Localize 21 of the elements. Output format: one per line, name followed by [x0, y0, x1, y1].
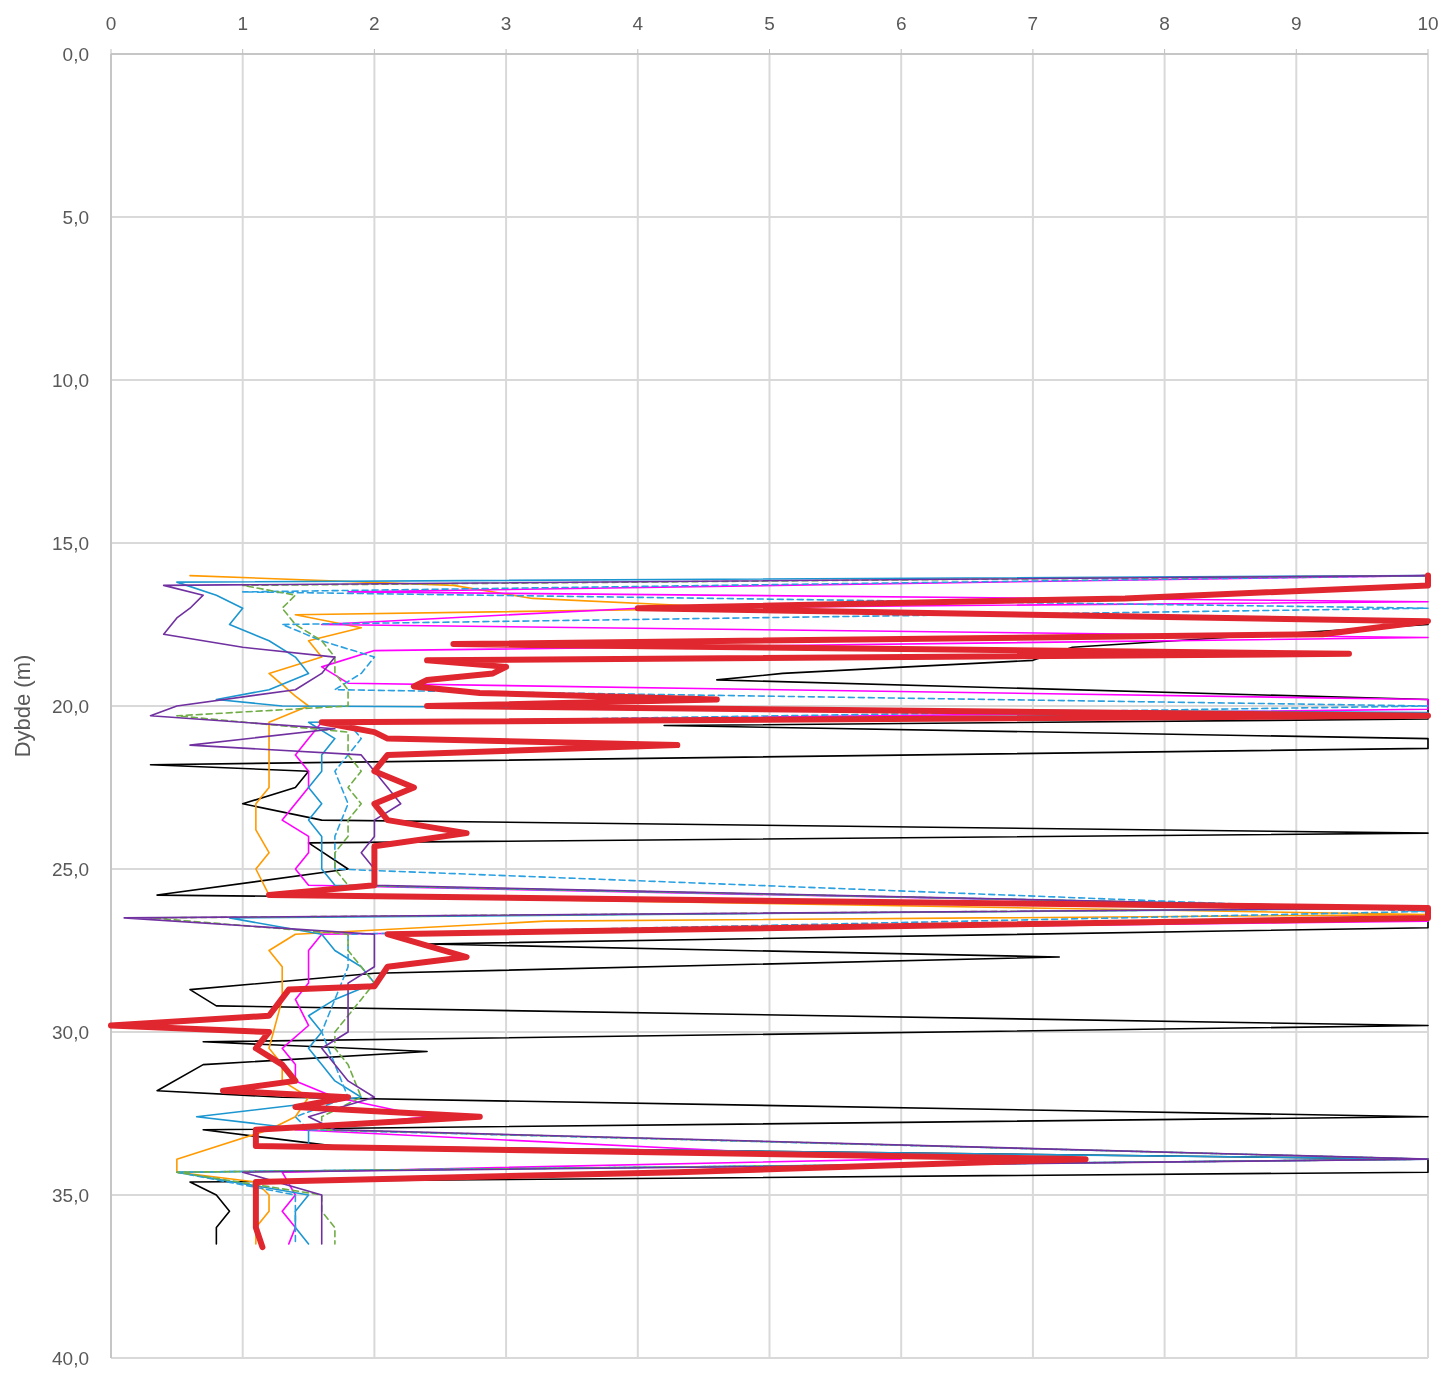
- y-tick-label: 35,0: [52, 1184, 89, 1206]
- y-tick-label: 10,0: [52, 369, 89, 391]
- x-tick-label: 4: [632, 13, 644, 34]
- y-tick-label: 30,0: [52, 1021, 89, 1043]
- x-tick-label: 10: [1417, 13, 1439, 34]
- x-tick-label: 5: [764, 13, 775, 34]
- y-tick-label: 15,0: [52, 532, 89, 554]
- y-tick-label: 0,0: [62, 43, 89, 65]
- x-tick-label: 3: [500, 13, 512, 34]
- x-tick-label: 2: [369, 13, 380, 34]
- y-tick-label: 25,0: [52, 858, 89, 880]
- x-tick-label: 8: [1159, 13, 1170, 34]
- x-tick-label: 7: [1027, 13, 1039, 34]
- y-axis-title: Dybde (m): [10, 654, 35, 758]
- y-tick-label: 40,0: [52, 1347, 89, 1369]
- x-tick-label: 0: [105, 13, 117, 34]
- x-tick-label: 1: [237, 13, 248, 34]
- x-tick-label: 9: [1291, 13, 1302, 34]
- y-tick-label: 20,0: [52, 695, 89, 717]
- y-tick-label: 5,0: [62, 206, 89, 228]
- x-tick-label: 6: [895, 13, 907, 34]
